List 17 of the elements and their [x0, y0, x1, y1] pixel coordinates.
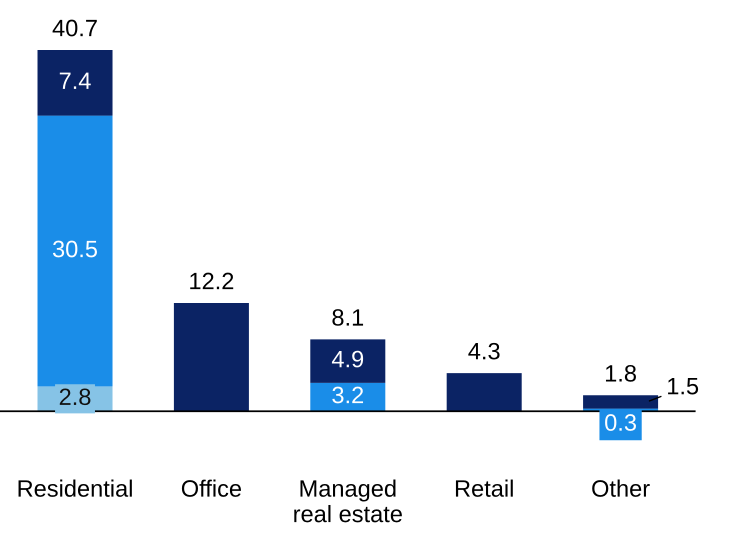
total-label: 4.3 [468, 342, 500, 360]
total-label: 12.2 [190, 272, 234, 290]
x-tick-label: Retail [456, 480, 513, 497]
x-tick-label: Residential [18, 480, 132, 497]
data-label: 4.9 [332, 350, 364, 368]
data-label: 30.5 [52, 240, 98, 258]
data-label: 1.5 [668, 378, 698, 395]
x-tick-label: Office [182, 480, 241, 497]
data-label: 0.3 [605, 414, 636, 431]
total-label: 1.8 [606, 365, 636, 382]
total-label: 8.1 [332, 309, 364, 326]
data-label: 7.4 [60, 72, 91, 89]
data-label: 2.8 [60, 388, 90, 406]
x-tick-label: Managed real estate [294, 480, 402, 522]
x-tick-label: Other [592, 480, 650, 497]
total-label: 40.7 [52, 20, 97, 36]
data-label: 3.2 [332, 386, 364, 404]
